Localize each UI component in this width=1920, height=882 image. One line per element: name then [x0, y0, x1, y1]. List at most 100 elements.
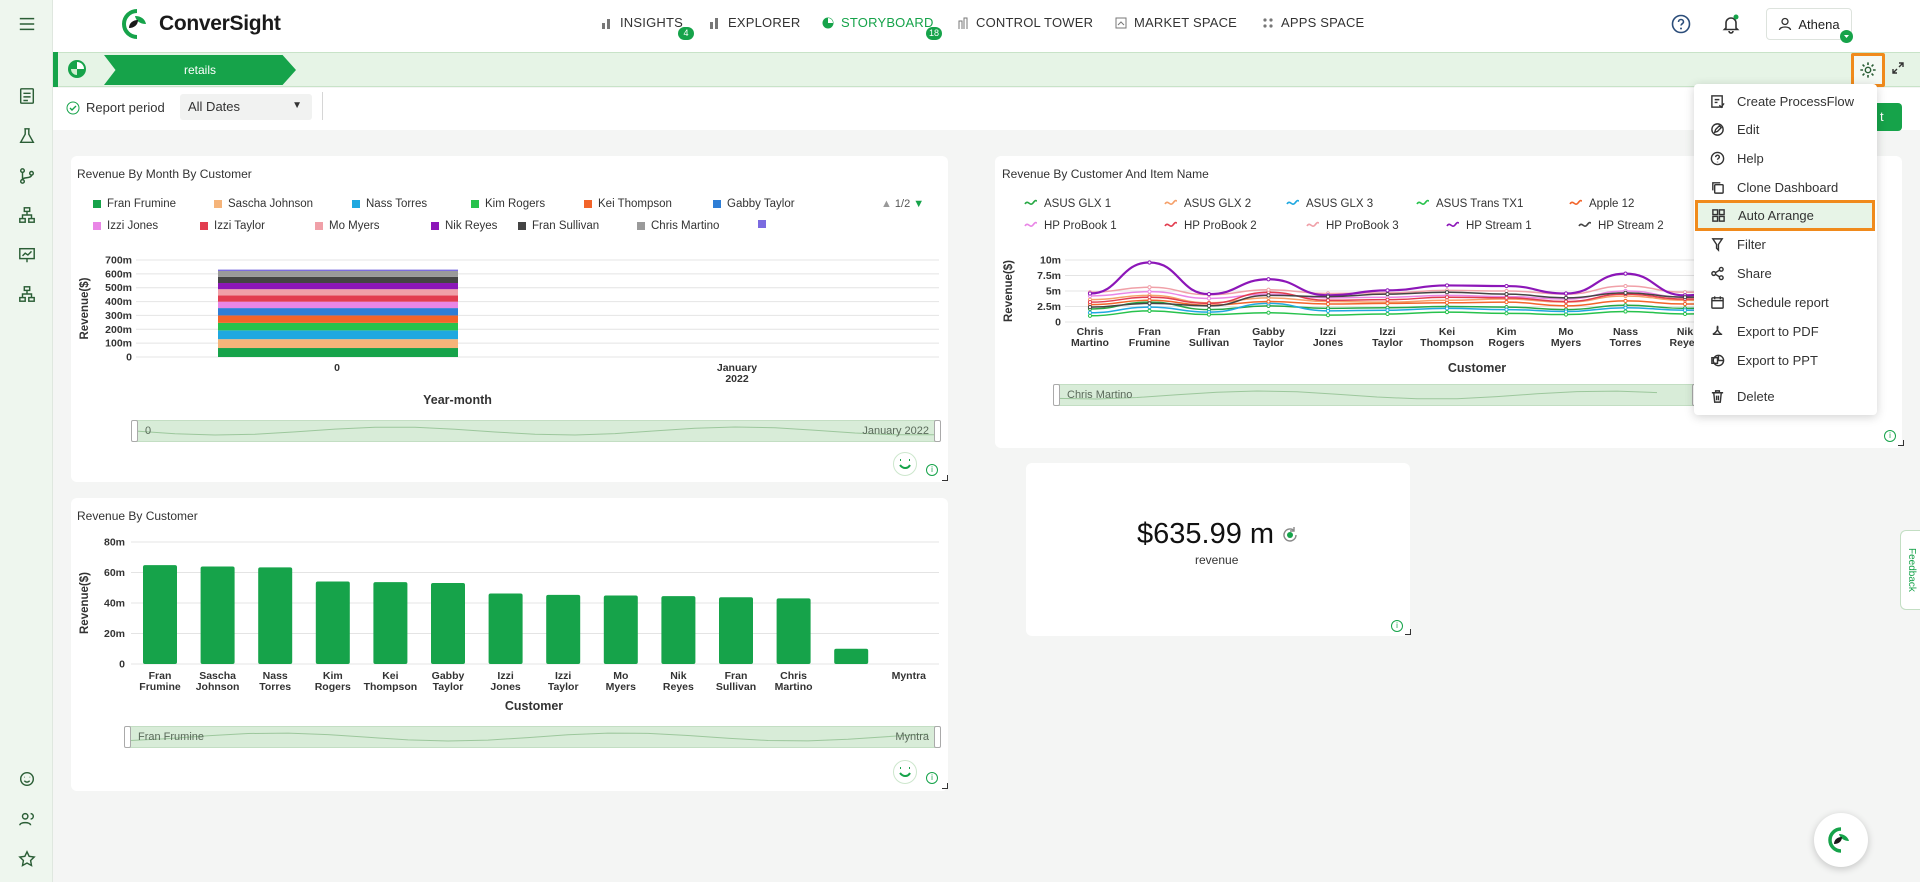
stacked-bar-segment[interactable]	[218, 283, 458, 290]
assistant-launcher-button[interactable]	[1814, 813, 1868, 867]
legend-item[interactable]: HP Stream 1	[1446, 220, 1532, 232]
legend-item[interactable]: Fran Frumine	[93, 198, 176, 210]
storyboard-tab-retails[interactable]: retails	[104, 55, 296, 85]
legend-item[interactable]	[758, 220, 772, 228]
users-icon[interactable]	[17, 809, 37, 829]
data-point[interactable]	[1444, 306, 1450, 311]
hierarchy-icon[interactable]	[17, 205, 37, 225]
presentation-icon[interactable]	[17, 245, 37, 265]
nav-market-space[interactable]: MARKET SPACE	[1115, 15, 1237, 30]
star-icon[interactable]	[17, 849, 37, 869]
data-point[interactable]	[1504, 307, 1509, 312]
stacked-bar-segment[interactable]	[218, 339, 458, 349]
data-point[interactable]	[1563, 303, 1569, 308]
data-point[interactable]	[1623, 309, 1628, 314]
menu-export-pdf[interactable]: Export to PDF	[1694, 317, 1877, 345]
bar[interactable]	[603, 595, 638, 664]
nav-storyboard[interactable]: STORYBOARD	[822, 15, 934, 30]
data-point[interactable]	[1147, 260, 1152, 265]
data-point[interactable]	[1087, 313, 1093, 318]
resize-handle-icon[interactable]	[942, 783, 948, 789]
legend-item[interactable]: HP ProBook 2	[1164, 220, 1257, 232]
data-point[interactable]	[1325, 308, 1331, 313]
bar[interactable]	[373, 582, 408, 664]
zoom-handle[interactable]	[934, 420, 941, 442]
menu-edit[interactable]: Edit	[1694, 115, 1877, 143]
legend-pager[interactable]: ▲ 1/2 ▼	[881, 198, 924, 210]
data-point[interactable]	[1147, 305, 1152, 310]
ai-assistant-icon[interactable]	[893, 452, 917, 476]
info-icon[interactable]: i	[926, 464, 938, 476]
series-line[interactable]	[1089, 299, 1695, 307]
legend-item[interactable]: HP ProBook 3	[1306, 220, 1399, 232]
data-point[interactable]	[1206, 292, 1212, 297]
menu-export-ppt[interactable]: Export to PPT	[1694, 346, 1877, 374]
data-point[interactable]	[1623, 305, 1628, 310]
legend-item[interactable]: Sascha Johnson	[214, 198, 313, 210]
legend-item[interactable]: Nass Torres	[352, 198, 427, 210]
data-point[interactable]	[1087, 300, 1093, 305]
menu-delete[interactable]: Delete	[1694, 382, 1877, 410]
legend-item[interactable]: Kei Thompson	[584, 198, 672, 210]
notification-bell-icon[interactable]	[1720, 13, 1742, 35]
user-dropdown-chevron-icon[interactable]	[1840, 30, 1853, 43]
data-point[interactable]	[1385, 311, 1390, 317]
date-range-select[interactable]: All Dates ▼	[180, 94, 312, 120]
data-point[interactable]	[1444, 295, 1450, 300]
zoom-handle[interactable]	[1053, 384, 1060, 406]
stacked-bar-segment[interactable]	[218, 308, 458, 316]
chart-zoom-slider[interactable]: 0 January 2022	[131, 420, 941, 442]
legend-item[interactable]: Izzi Taylor	[200, 220, 265, 232]
data-point[interactable]	[1325, 294, 1331, 299]
data-point[interactable]	[1444, 309, 1450, 315]
data-point[interactable]	[1682, 295, 1688, 300]
data-point[interactable]	[1325, 298, 1331, 303]
bar[interactable]	[776, 598, 811, 664]
zoom-handle[interactable]	[934, 726, 941, 748]
series-line[interactable]	[1089, 285, 1695, 296]
chart-zoom-slider[interactable]: Fran Frumine Myntra	[124, 726, 941, 748]
bar[interactable]	[661, 596, 696, 664]
data-point[interactable]	[1563, 299, 1569, 304]
menu-schedule-report[interactable]: Schedule report	[1694, 288, 1877, 316]
smile-bot-icon[interactable]	[17, 769, 37, 789]
legend-item[interactable]: Mo Myers	[315, 220, 379, 232]
series-line[interactable]	[1089, 291, 1695, 305]
report-icon[interactable]	[17, 86, 37, 106]
menu-share[interactable]: Share	[1694, 259, 1877, 287]
data-point[interactable]	[1682, 301, 1688, 307]
data-point[interactable]	[1266, 277, 1271, 282]
stacked-bar-segment[interactable]	[218, 289, 458, 296]
series-line[interactable]	[1089, 301, 1695, 311]
data-point[interactable]	[1504, 283, 1509, 289]
help-circle-icon[interactable]	[1670, 13, 1692, 35]
menu-filter[interactable]: Filter	[1694, 230, 1877, 258]
data-point[interactable]	[1385, 297, 1390, 302]
legend-prev-icon[interactable]: ▲	[881, 198, 892, 210]
data-point[interactable]	[1266, 310, 1271, 315]
data-point[interactable]	[1147, 289, 1152, 294]
bar[interactable]	[200, 566, 235, 664]
stacked-bar-segment[interactable]	[218, 322, 458, 331]
bar[interactable]	[719, 597, 753, 664]
bar[interactable]	[834, 648, 869, 664]
resize-handle-icon[interactable]	[1898, 440, 1904, 446]
stacked-bar-segment[interactable]	[218, 330, 458, 340]
info-icon[interactable]: i	[1391, 620, 1403, 632]
legend-item[interactable]: ASUS Trans TX1	[1416, 198, 1523, 210]
bar[interactable]	[488, 593, 523, 664]
storyboard-pie-icon[interactable]	[66, 58, 88, 80]
report-period-toggle[interactable]: Report period	[66, 100, 165, 115]
data-point[interactable]	[1504, 292, 1509, 297]
data-point[interactable]	[1206, 303, 1212, 308]
stacked-bar-segment[interactable]	[218, 270, 458, 277]
conversight-logo[interactable]: ConverSight	[121, 8, 281, 40]
data-point[interactable]	[1385, 308, 1390, 313]
bar[interactable]	[143, 565, 177, 664]
data-point[interactable]	[1385, 292, 1390, 297]
legend-item[interactable]: Izzi Jones	[93, 220, 158, 232]
legend-item[interactable]: ASUS GLX 1	[1024, 198, 1111, 210]
legend-item[interactable]: Kim Rogers	[471, 198, 545, 210]
stacked-bar-segment[interactable]	[218, 348, 458, 357]
legend-item[interactable]: ASUS GLX 3	[1286, 198, 1373, 210]
